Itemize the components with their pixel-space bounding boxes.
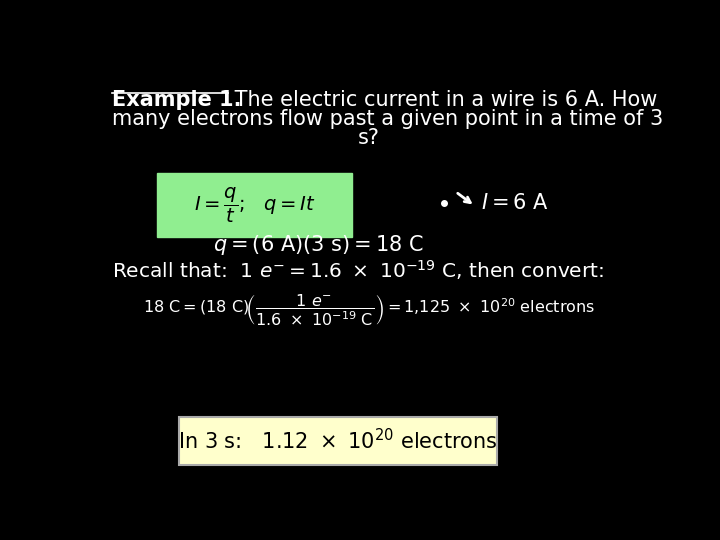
Text: $q = (6\ \mathrm{A})(3\ \mathrm{s}) = 18\ \mathrm{C}$: $q = (6\ \mathrm{A})(3\ \mathrm{s}) = 18…: [213, 233, 424, 257]
Text: many electrons flow past a given point in a time of 3: many electrons flow past a given point i…: [112, 109, 664, 129]
Text: The electric current in a wire is 6 A. How: The electric current in a wire is 6 A. H…: [228, 90, 658, 110]
FancyBboxPatch shape: [179, 417, 498, 465]
FancyBboxPatch shape: [157, 173, 352, 238]
Text: Example 1.: Example 1.: [112, 90, 242, 110]
Text: s?: s?: [358, 128, 380, 148]
Text: $I = \dfrac{q}{t}$;   $q = It$: $I = \dfrac{q}{t}$; $q = It$: [194, 186, 315, 225]
Text: In 3 s:   $1.12\ \times\ 10^{20}\ \mathrm{electrons}$: In 3 s: $1.12\ \times\ 10^{20}\ \mathrm{…: [179, 428, 498, 454]
Text: $I = 6\ \mathrm{A}$: $I = 6\ \mathrm{A}$: [481, 193, 549, 213]
Text: $18\ \mathrm{C} = (18\ \mathrm{C})\!\left(\dfrac{1\ e^{-}}{1.6\ \times\ 10^{-19}: $18\ \mathrm{C} = (18\ \mathrm{C})\!\lef…: [143, 292, 595, 328]
Text: Recall that:  $1\ e^{-} = 1.6\ \times\ 10^{-19}\ \mathrm{C}$, then convert:: Recall that: $1\ e^{-} = 1.6\ \times\ 10…: [112, 258, 604, 282]
